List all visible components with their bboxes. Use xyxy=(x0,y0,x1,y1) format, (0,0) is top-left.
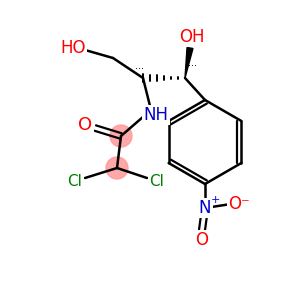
Text: ···: ··· xyxy=(188,61,197,71)
Text: O⁻: O⁻ xyxy=(228,195,250,213)
Text: Cl: Cl xyxy=(150,175,164,190)
Text: ···: ··· xyxy=(135,64,144,74)
Text: N: N xyxy=(199,199,211,217)
Circle shape xyxy=(110,125,132,147)
Text: OH: OH xyxy=(179,28,205,46)
Text: O: O xyxy=(78,116,92,134)
Text: O: O xyxy=(196,231,208,249)
Text: NH: NH xyxy=(143,106,169,124)
Polygon shape xyxy=(185,47,193,78)
Text: Cl: Cl xyxy=(68,175,82,190)
Text: HO: HO xyxy=(60,39,86,57)
Text: +: + xyxy=(211,195,220,205)
Circle shape xyxy=(106,157,128,179)
